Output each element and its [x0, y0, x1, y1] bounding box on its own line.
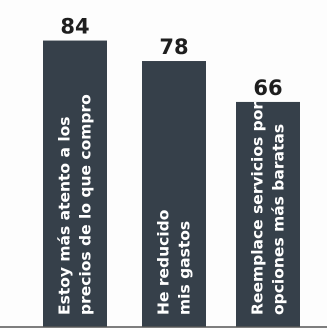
category-label-2-line-1: He reducido — [155, 210, 173, 315]
value-label-2: 78 — [159, 35, 188, 59]
category-label-1: Estoy más atento a los precios de lo que … — [56, 94, 95, 315]
category-label-2-line-2: mis gastos — [176, 221, 194, 315]
value-label-3: 66 — [253, 76, 282, 100]
bar-2 — [142, 61, 206, 328]
category-label-3: Reemplace servicios por opciones más bara… — [249, 102, 288, 315]
category-label-1-line-2: precios de lo que compro — [77, 94, 95, 315]
bar-3 — [236, 101, 300, 327]
category-label-3-line-1: Reemplace servicios por — [249, 102, 267, 315]
category-label-3-line-2: opciones más baratas — [270, 124, 288, 315]
value-label-1: 84 — [60, 15, 89, 39]
category-label-2: He reducido mis gastos — [155, 210, 194, 315]
bars-group: 84 Estoy más atento a los precios de lo qu… — [43, 15, 300, 328]
category-label-1-line-1: Estoy más atento a los — [56, 116, 74, 315]
bar-1 — [43, 40, 107, 328]
